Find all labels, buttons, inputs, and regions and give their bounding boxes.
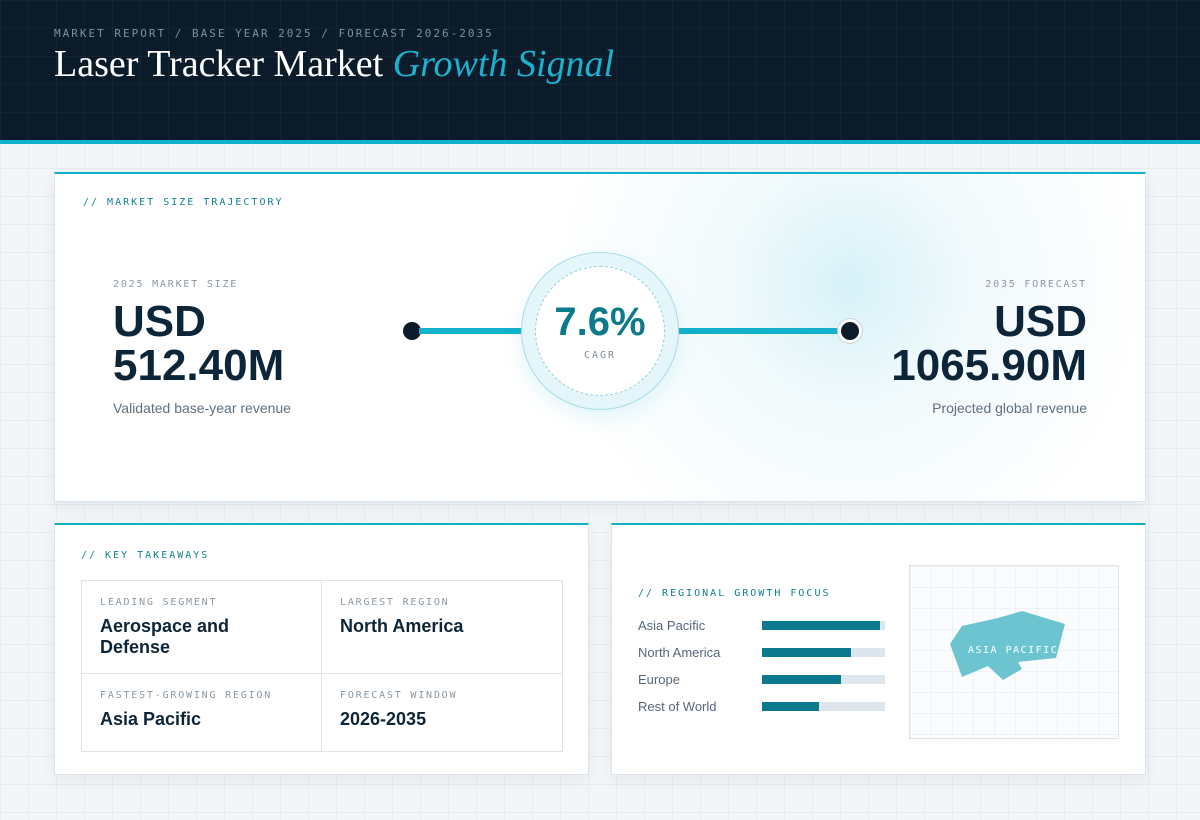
takeaway-fastest-region: FASTEST-GROWING REGION Asia Pacific — [82, 674, 322, 751]
region-bar-row: Europe — [638, 672, 888, 699]
title-main: Laser Tracker Market — [54, 43, 384, 85]
title-accent: Growth Signal — [392, 43, 615, 85]
takeaway-forecast-window: FORECAST WINDOW 2026-2035 — [322, 674, 562, 751]
regional-bar-chart: Asia Pacific North America Europe Rest of W… — [638, 618, 888, 726]
asia-pacific-shape — [950, 611, 1065, 680]
takeaway-value: North America — [340, 616, 464, 636]
start-currency: USD — [113, 297, 206, 346]
start-value: USD 512.40M — [113, 300, 373, 388]
trajectory-line-right — [677, 328, 841, 334]
trajectory-line-left — [419, 328, 523, 334]
region-bar — [762, 702, 819, 711]
takeaway-value: 2026-2035 — [340, 709, 427, 729]
region-bar-track — [762, 621, 885, 630]
region-bar — [762, 621, 880, 630]
region-bar — [762, 675, 841, 684]
cagr-inner-circle: 7.6% CAGR — [535, 266, 665, 396]
market-size-card: // MARKET SIZE TRAJECTORY 2025 MARKET SI… — [54, 172, 1146, 502]
start-caption: Validated base-year revenue — [113, 400, 291, 416]
end-currency: USD — [994, 297, 1087, 346]
page-title: Laser Tracker Market Growth Signal — [54, 42, 614, 86]
region-map: ASIA PACIFIC — [909, 565, 1119, 739]
start-stat: 2025 MARKET SIZE USD 512.40M Validated b… — [113, 279, 373, 416]
regional-growth-card: // REGIONAL GROWTH FOCUS Asia Pacific Nor… — [611, 523, 1146, 775]
region-bar-track — [762, 648, 885, 657]
end-dot — [838, 319, 862, 343]
region-bar-track — [762, 702, 885, 711]
region-bar-label: Asia Pacific — [638, 618, 706, 633]
end-value: USD 1065.90M — [807, 300, 1087, 388]
trajectory-section-label: // MARKET SIZE TRAJECTORY — [83, 197, 284, 208]
report-eyebrow: MARKET REPORT / BASE YEAR 2025 / FORECAS… — [54, 27, 494, 40]
start-amount: 512.40M — [113, 341, 285, 390]
region-bar-row: Asia Pacific — [638, 618, 888, 645]
takeaway-value: Aerospace and Defense — [100, 616, 230, 657]
region-bar — [762, 648, 851, 657]
regional-section-label: // REGIONAL GROWTH FOCUS — [638, 588, 831, 599]
takeaways-section-label: // KEY TAKEAWAYS — [81, 550, 210, 561]
end-stat: 2035 FORECAST USD 1065.90M Projected glo… — [807, 279, 1087, 416]
takeaway-label: LEADING SEGMENT — [100, 597, 218, 608]
region-bar-label: North America — [638, 645, 721, 660]
takeaway-largest-region: LARGEST REGION North America — [322, 581, 562, 674]
header: MARKET REPORT / BASE YEAR 2025 / FORECAS… — [0, 0, 1200, 144]
key-takeaways-card: // KEY TAKEAWAYS LEADING SEGMENT Aerospa… — [54, 523, 589, 775]
end-amount: 1065.90M — [891, 341, 1087, 390]
start-label: 2025 MARKET SIZE — [113, 279, 239, 290]
start-dot — [403, 322, 421, 340]
end-label: 2035 FORECAST — [985, 279, 1087, 290]
region-bar-label: Rest of World — [638, 699, 717, 714]
takeaway-value: Asia Pacific — [100, 709, 202, 729]
takeaway-label: FASTEST-GROWING REGION — [100, 690, 273, 701]
region-bar-row: Rest of World — [638, 699, 888, 726]
takeaway-leading-segment: LEADING SEGMENT Aerospace and Defense — [82, 581, 322, 674]
cagr-label: CAGR — [583, 350, 617, 361]
takeaways-grid: LEADING SEGMENT Aerospace and Defense LA… — [81, 580, 563, 752]
cagr-badge: 7.6% CAGR — [521, 252, 679, 410]
map-region-label: ASIA PACIFIC — [968, 645, 1059, 656]
asia-pacific-map-icon — [950, 611, 1065, 680]
takeaway-label: LARGEST REGION — [340, 597, 450, 608]
cagr-value: 7.6% — [554, 300, 646, 344]
end-caption: Projected global revenue — [932, 400, 1087, 416]
region-bar-label: Europe — [638, 672, 680, 687]
region-bar-row: North America — [638, 645, 888, 672]
region-bar-track — [762, 675, 885, 684]
takeaway-label: FORECAST WINDOW — [340, 690, 458, 701]
